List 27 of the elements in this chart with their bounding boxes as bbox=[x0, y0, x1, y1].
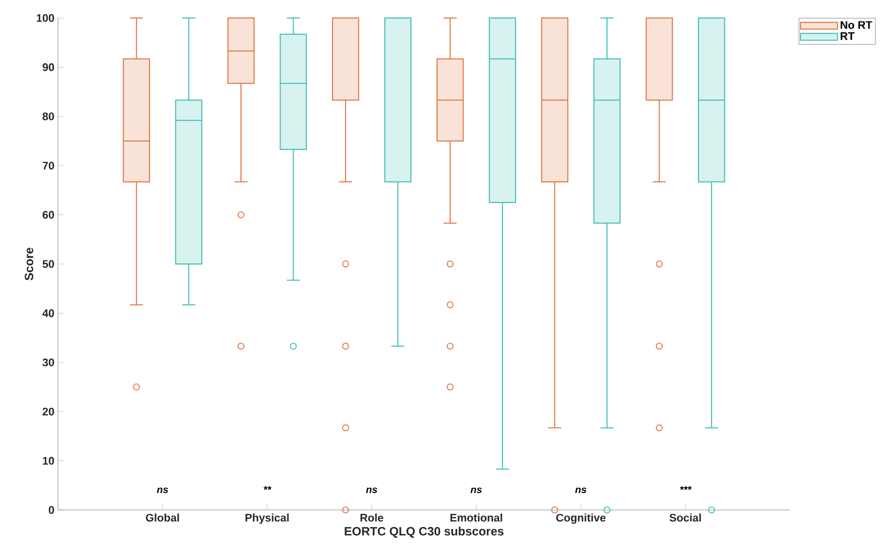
x-tick-label: Role bbox=[360, 514, 384, 522]
y-tick-label: 0 bbox=[48, 506, 54, 514]
annotation: ns bbox=[470, 488, 482, 494]
x-tick-label: Social bbox=[670, 514, 701, 522]
y-tick-label: 90 bbox=[42, 63, 54, 72]
annotation: ** bbox=[264, 486, 272, 490]
y-tick-label: 40 bbox=[42, 309, 54, 318]
x-tick-label: Emotional bbox=[450, 514, 502, 522]
x-tick-label: Cognitive bbox=[556, 514, 606, 524]
annotation: ns bbox=[156, 488, 168, 494]
legend-label: No RT bbox=[840, 21, 872, 29]
y-tick-label: 50 bbox=[42, 260, 54, 268]
y-axis-title: Score bbox=[24, 248, 34, 280]
x-tick-label: Global bbox=[146, 514, 179, 522]
annotation: ns bbox=[575, 488, 586, 494]
y-tick-label: 70 bbox=[42, 162, 54, 170]
y-tick-label: 80 bbox=[42, 112, 54, 120]
legend-label: RT bbox=[840, 32, 854, 40]
annotation: *** bbox=[680, 486, 692, 490]
annotation: ns bbox=[366, 488, 378, 494]
y-tick-label: 60 bbox=[42, 210, 54, 219]
y-tick-label: 20 bbox=[42, 408, 54, 416]
y-tick-label: 10 bbox=[42, 456, 54, 465]
x-axis-title: EORTC QLQ C30 subscores bbox=[344, 526, 504, 538]
y-tick-label: 100 bbox=[36, 14, 54, 22]
y-tick-label: 30 bbox=[42, 358, 54, 366]
x-tick-label: Physical bbox=[246, 514, 289, 524]
